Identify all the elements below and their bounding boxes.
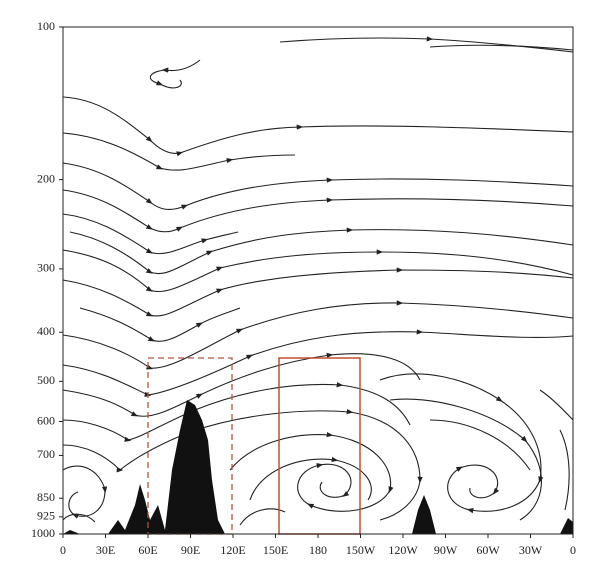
y-tick-label: 600 (37, 413, 55, 427)
x-tick-label: 120W (388, 543, 418, 557)
x-tick-label: 120E (220, 543, 245, 557)
y-tick-label: 850 (37, 490, 55, 504)
x-tick-label: 30W (519, 543, 543, 557)
y-tick-label: 700 (37, 447, 55, 461)
x-tick-label: 90E (181, 543, 200, 557)
x-tick-label: 180 (309, 543, 327, 557)
x-tick-label: 60E (138, 543, 157, 557)
x-tick-label: 150W (346, 543, 376, 557)
x-tick-label: 150E (263, 543, 288, 557)
y-tick-label: 925 (37, 509, 55, 523)
x-tick-label: 30E (96, 543, 115, 557)
y-tick-label: 1000 (31, 526, 55, 540)
terrain (63, 400, 573, 534)
y-tick-label: 400 (37, 324, 55, 338)
y-tick-label: 500 (37, 373, 55, 387)
x-tick-label: 0 (60, 543, 66, 557)
y-tick-label: 100 (37, 19, 55, 33)
y-tick-label: 200 (37, 171, 55, 185)
x-tick-label: 0 (570, 543, 576, 557)
x-tick-label: 90W (434, 543, 458, 557)
x-tick-label: 60W (476, 543, 500, 557)
plot-frame (62, 26, 574, 535)
streamlines (62, 36, 574, 526)
y-tick-label: 300 (37, 261, 55, 275)
